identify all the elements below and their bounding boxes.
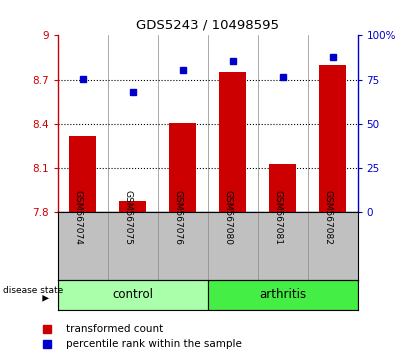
Bar — [58, 280, 208, 310]
Text: GSM567081: GSM567081 — [274, 190, 282, 245]
Text: control: control — [112, 288, 153, 301]
Bar — [119, 201, 146, 212]
Title: GDS5243 / 10498595: GDS5243 / 10498595 — [136, 18, 279, 32]
Text: disease state: disease state — [3, 286, 63, 295]
Text: arthritis: arthritis — [259, 288, 306, 301]
Bar — [69, 136, 96, 212]
Bar — [269, 164, 296, 212]
Text: GSM567074: GSM567074 — [74, 190, 83, 245]
Text: GSM567075: GSM567075 — [124, 190, 132, 245]
Text: GSM567076: GSM567076 — [173, 190, 182, 245]
Text: GSM567082: GSM567082 — [323, 190, 332, 245]
Bar — [208, 280, 358, 310]
Text: percentile rank within the sample: percentile rank within the sample — [66, 339, 242, 349]
Bar — [319, 65, 346, 212]
Text: GSM567080: GSM567080 — [224, 190, 233, 245]
Bar — [219, 72, 246, 212]
Text: transformed count: transformed count — [66, 324, 163, 334]
Bar — [169, 123, 196, 212]
